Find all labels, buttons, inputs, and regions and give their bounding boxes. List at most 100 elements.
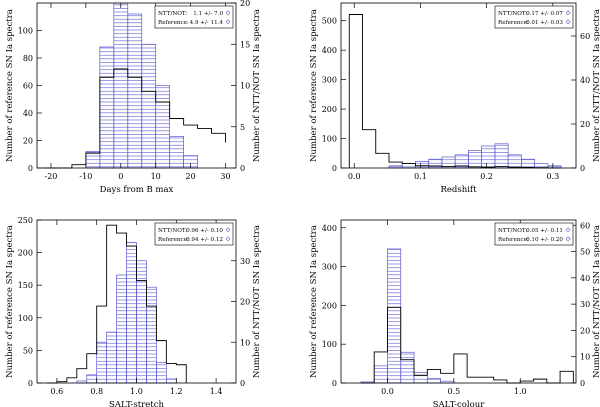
y-tick-label-right: 60 [580, 32, 590, 41]
hatched-bar [521, 158, 535, 169]
hatched-bar [401, 163, 416, 169]
y-tick-label-right: 20 [240, 298, 250, 307]
hatched-bar [413, 372, 428, 384]
y-tick-label-left: 0 [332, 164, 337, 173]
hatched-bar [155, 85, 171, 169]
x-tick-label: 1.2 [170, 387, 183, 396]
legend-marker [565, 19, 571, 25]
panel-stretch [36, 219, 237, 384]
y-tick-label-left: 100 [322, 135, 337, 144]
hatched-bar [106, 331, 117, 384]
plot-frame [340, 219, 577, 384]
hatched-bar [86, 374, 98, 384]
legend-value: 0.05 +/- 0.11 [526, 228, 563, 234]
hatched-bar [169, 136, 184, 169]
x-axis-label: SALT-colour [433, 400, 486, 407]
x-tick-label: 0 [118, 172, 123, 181]
hatched-bar [415, 161, 430, 169]
y-tick-label-left: 0 [28, 164, 33, 173]
legend-label: Reference: [498, 237, 529, 243]
hatched-bar [481, 145, 496, 169]
x-tick-label: 0.2 [480, 172, 493, 181]
hatched-bar [468, 150, 483, 169]
legend-label: NTT/NOT: [498, 11, 527, 17]
legend-value: 1.1 +/- 7.0 [193, 11, 223, 17]
legend-box [494, 5, 574, 29]
y-tick-label-right: 15 [240, 40, 250, 49]
y-tick-label-right: 5 [240, 123, 245, 132]
x-tick-label: 1.0 [130, 387, 143, 396]
legend-label: NTT/NOT: [498, 228, 527, 234]
x-tick-label: 0.0 [381, 387, 394, 396]
y-tick-label-left: 200 [322, 301, 337, 310]
x-tick-label: 1.0 [514, 387, 527, 396]
legend-marker [565, 227, 571, 233]
y-tick-label-right: 10 [580, 353, 590, 362]
step-histogram [43, 68, 226, 169]
y-axis-label-left: Number of reference SN Ia spectra [309, 9, 319, 162]
legend-marker [225, 19, 231, 25]
hatched-bar [166, 378, 177, 384]
y-tick-label-left: 50 [23, 346, 33, 355]
y-tick-label-right: 20 [580, 120, 590, 129]
y-tick-label-left: 0 [332, 379, 337, 388]
y-tick-label-right: 0 [240, 164, 245, 173]
y-tick-label-right: 40 [580, 274, 590, 283]
x-tick-label: 0.6 [51, 387, 64, 396]
legend-label: Reference: [498, 20, 529, 26]
step-histogram [348, 14, 562, 169]
y-tick-label-left: 300 [322, 263, 337, 272]
x-tick-label: 0.8 [90, 387, 103, 396]
hatched-bar [494, 143, 509, 169]
y-tick-label-left: 400 [322, 224, 337, 233]
hatched-bar [127, 13, 143, 169]
y-axis-label-right: Number of NTT/NOT SN Ia spectra [252, 9, 262, 162]
x-tick-label: 0.1 [414, 172, 427, 181]
legend-label: NTT/NOT: [158, 11, 187, 17]
y-tick-label-left: 500 [322, 17, 337, 26]
y-tick-label-left: 400 [322, 46, 337, 55]
panel-colour [340, 219, 577, 384]
hatched-bar [507, 154, 522, 169]
panel-days [36, 2, 237, 169]
legend-value: 0.10 +/- 0.20 [526, 237, 563, 243]
y-tick-label-right: 30 [240, 257, 250, 266]
panel-redshift [340, 2, 577, 169]
y-tick-label-right: 40 [580, 76, 590, 85]
legend-marker [225, 10, 231, 16]
legend-box [154, 5, 234, 29]
y-axis-label-left: Number of reference SN Ia spectra [5, 9, 15, 162]
hatched-bar [96, 341, 107, 384]
hatched-bar [156, 362, 167, 384]
x-axis-label: Redshift [441, 185, 478, 195]
hatched-bar [373, 365, 388, 384]
y-tick-label-left: 200 [322, 105, 337, 114]
step-histogram [360, 306, 574, 384]
hatched-bar [126, 242, 137, 384]
legend-box [494, 222, 574, 246]
hatched-bar [387, 248, 402, 384]
y-tick-label-left: 100 [18, 27, 33, 36]
y-tick-label-left: 60 [23, 82, 33, 91]
hatched-bar [426, 378, 441, 384]
x-tick-label: 10 [151, 172, 161, 181]
y-tick-label-right: 10 [240, 338, 250, 347]
y-tick-label-right: 20 [580, 326, 590, 335]
y-axis-label-right: Number of NTT/NOT SN Ia spectra [592, 9, 600, 162]
y-tick-label-left: 100 [322, 340, 337, 349]
x-tick-label: 0.5 [447, 387, 460, 396]
legend-marker [565, 236, 571, 242]
legend-value: 0.94 +/- 0.12 [186, 237, 223, 243]
y-tick-label-right: 20 [240, 0, 250, 8]
legend-label: NTT/NOT: [158, 228, 187, 234]
hatched-bar [400, 351, 415, 384]
legend-value: 4.9 +/- 11.4 [190, 20, 224, 26]
y-tick-label-left: 150 [18, 281, 33, 290]
y-tick-label-right: 30 [580, 300, 590, 309]
y-tick-label-left: 40 [23, 109, 33, 118]
x-tick-label: -10 [79, 172, 92, 181]
y-tick-label-right: 10 [240, 82, 250, 91]
hatched-bar [116, 274, 127, 384]
x-tick-label: 0.3 [546, 172, 559, 181]
